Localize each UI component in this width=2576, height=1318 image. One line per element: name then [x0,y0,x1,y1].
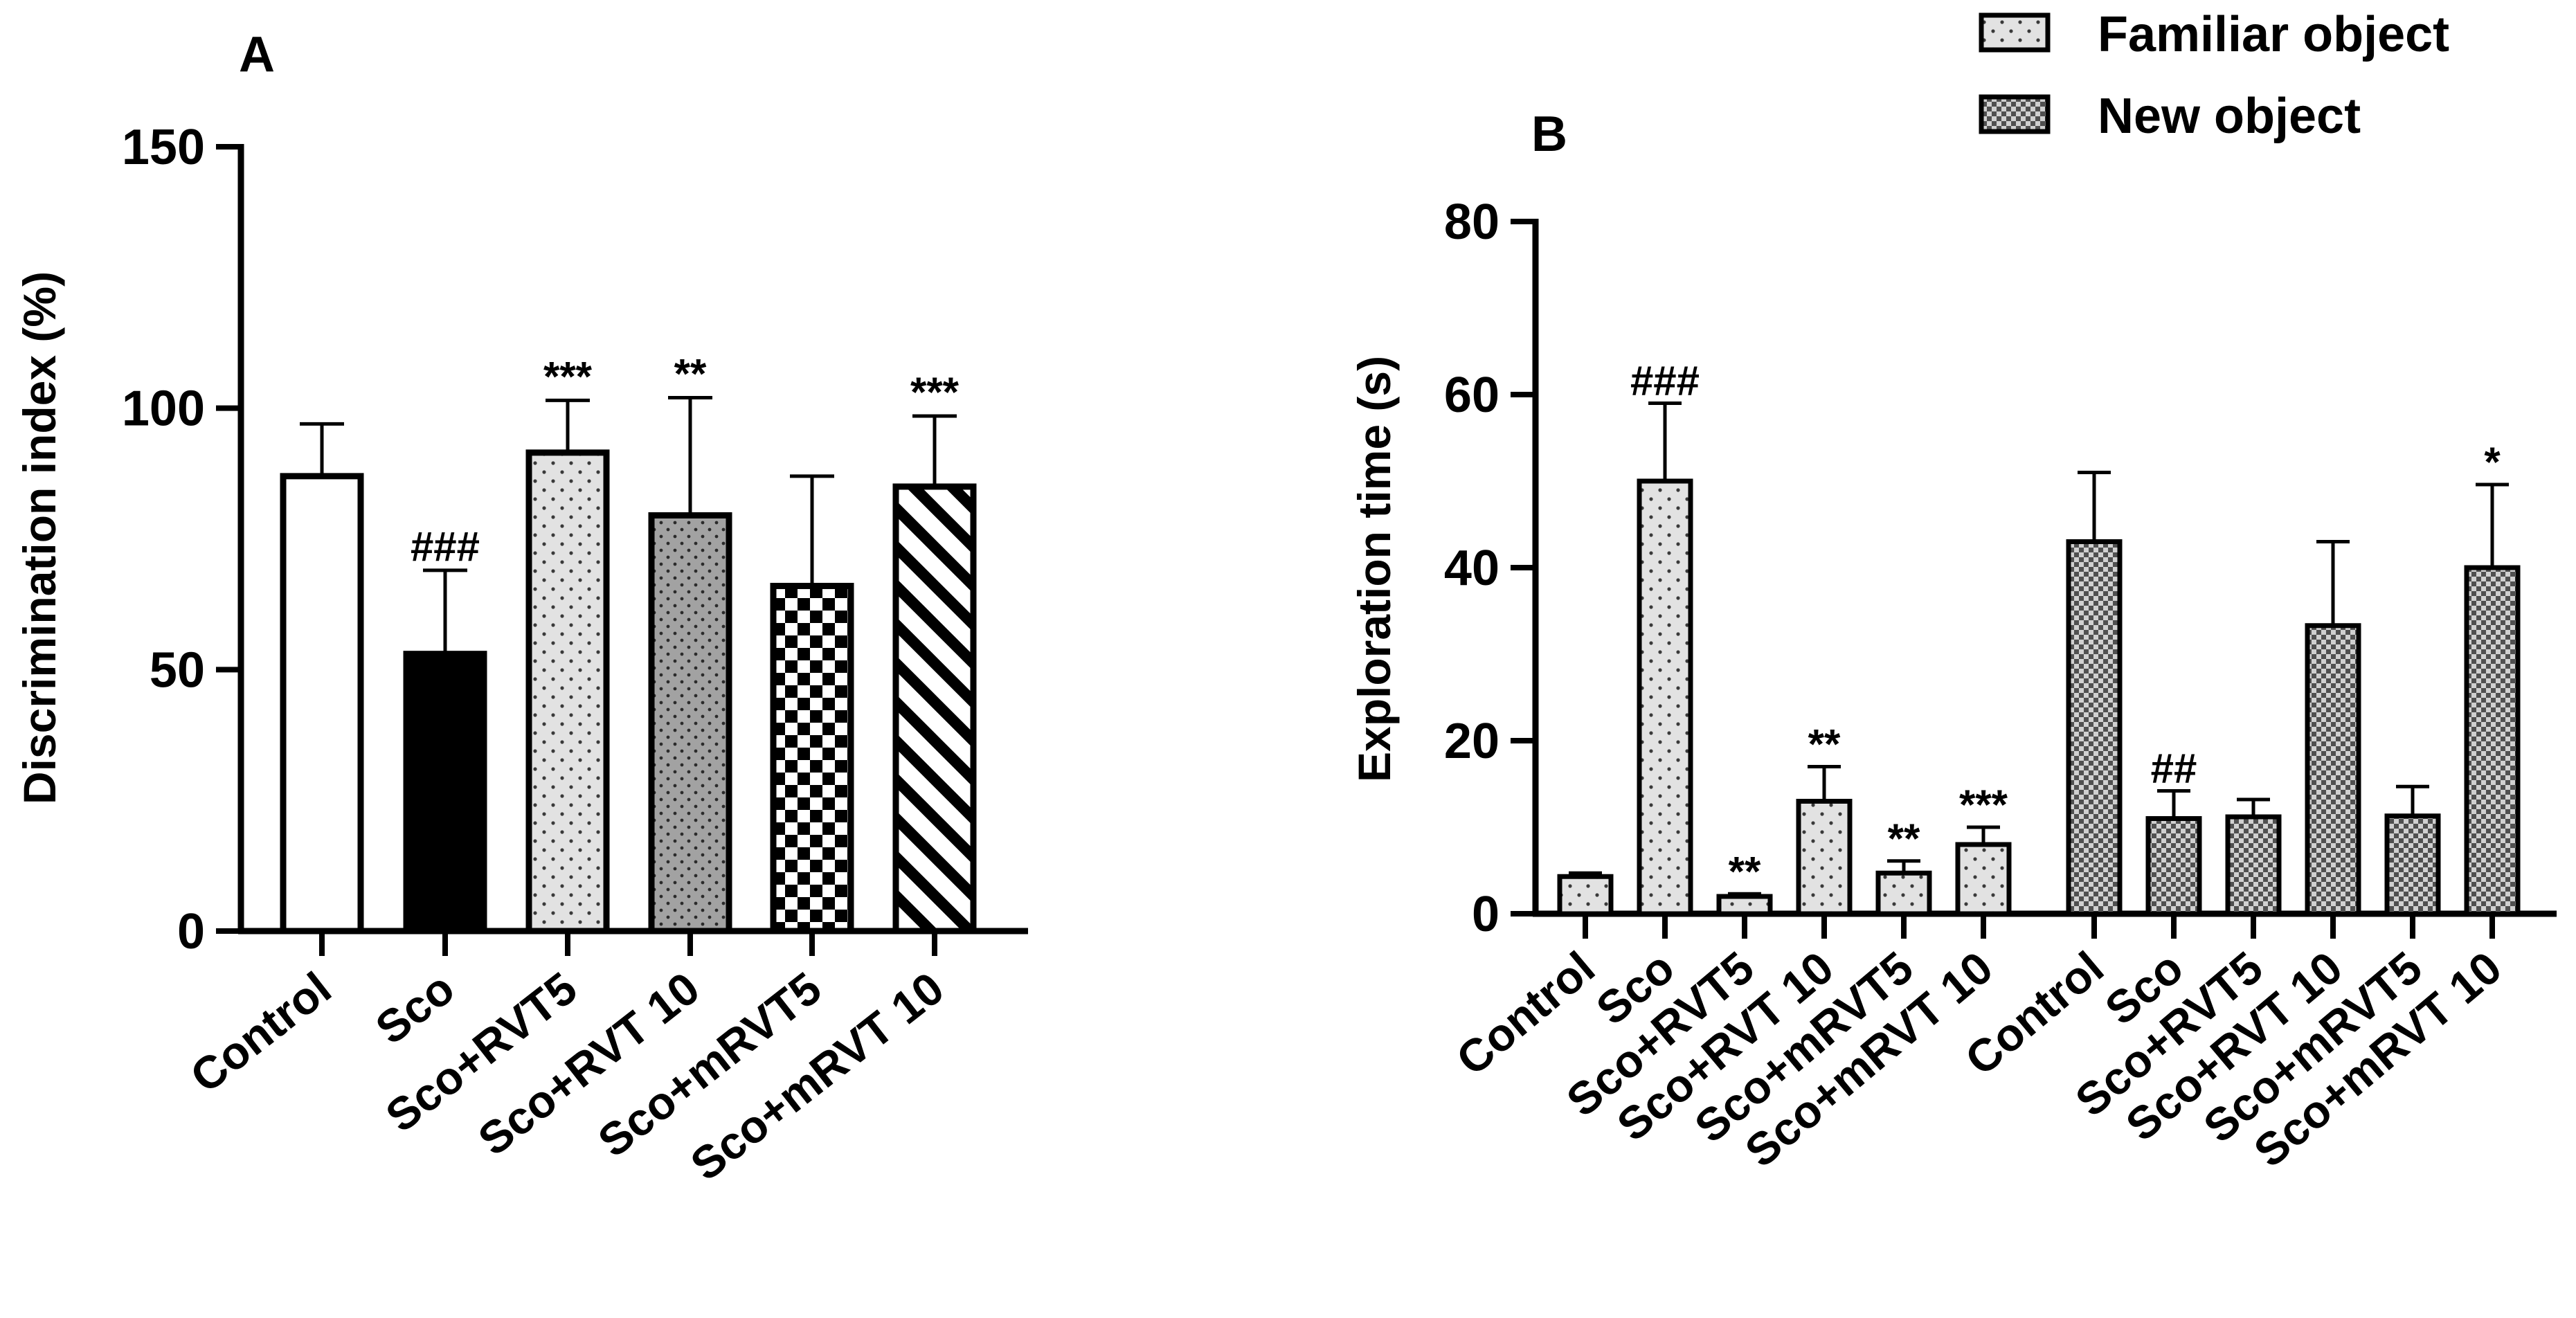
panel-b-bar [1637,478,1693,917]
panel-b-significance-label: ** [1729,848,1761,894]
panel-b-bar [2145,816,2202,917]
panel-b-significance-label: *** [1959,782,2008,828]
panel-a: A Discrimination index (%) 0 50 100 150 Cont… [14,27,1028,1190]
panel-b-bars: ###*********##* [1557,358,2521,917]
panel-a-y-tick-label: 50 [150,642,205,698]
panel-b-y-tick-label: 40 [1444,541,1499,596]
panel-b-bar [2225,814,2282,917]
panel-a-bar [892,483,977,935]
legend-swatch-familiar [1979,12,2051,53]
panel-b-y-tick-label: 80 [1444,195,1499,250]
panel-a-y-axis-label: Discrimination index (%) [14,271,65,804]
panel-a-bars: ###*** ** *** [280,351,977,935]
panel-a-y-tick-label: 100 [122,381,205,437]
legend-swatch-new [1979,94,2051,134]
panel-b-y-tick-label: 60 [1444,368,1499,423]
panel-b-bar [1796,799,1853,917]
panel-b-significance-label: ## [2151,746,2197,792]
panel-b-bar [1875,870,1932,917]
panel-b-y-tick-label: 0 [1472,887,1499,942]
panel-b-bar [1557,874,1614,917]
panel-b-significance-label: ### [1630,358,1700,404]
legend-label-familiar: Familiar object [2098,7,2449,62]
panel-a-y-tick-label: 0 [177,904,205,959]
panel-b-significance-label: ** [1808,721,1841,768]
panel-a-letter: A [239,27,275,82]
panel-a-bar [280,473,364,935]
panel-a-bar [770,582,854,935]
panel-a-bar [525,449,610,935]
panel-b-bar [2066,539,2123,917]
panel-a-significance-label: ** [674,351,707,397]
panel-b-y-axis-label: Exploration time (s) [1349,356,1400,782]
legend: Familiar object New object [1979,7,2449,144]
panel-a-y-tick-label: 150 [122,120,205,175]
panel-b-bar [1716,894,1773,917]
panel-b: B Exploration time (s) 020406080ControlS… [1349,107,2557,1177]
panel-b-bar [2464,565,2521,917]
panel-b-category-label: Control [1447,941,1604,1085]
panel-b-significance-label: ** [1888,815,1920,862]
panel-a-significance-label: *** [910,369,960,415]
panel-b-letter: B [1531,107,1567,162]
panel-b-significance-label: * [2484,439,2501,485]
legend-label-new: New object [2098,89,2361,144]
panel-b-bar [1955,842,2012,917]
panel-b-bar [2305,623,2361,917]
panel-a-significance-label: ### [411,523,480,570]
panel-b-bar [2384,813,2441,917]
panel-a-bar [648,512,732,935]
panel-a-category-label: Control [181,962,340,1103]
panel-a-bar [403,651,487,935]
panel-a-significance-label: *** [543,353,593,399]
panel-a-category-label: Sco [366,962,464,1054]
panel-b-y-tick-label: 20 [1444,714,1499,769]
